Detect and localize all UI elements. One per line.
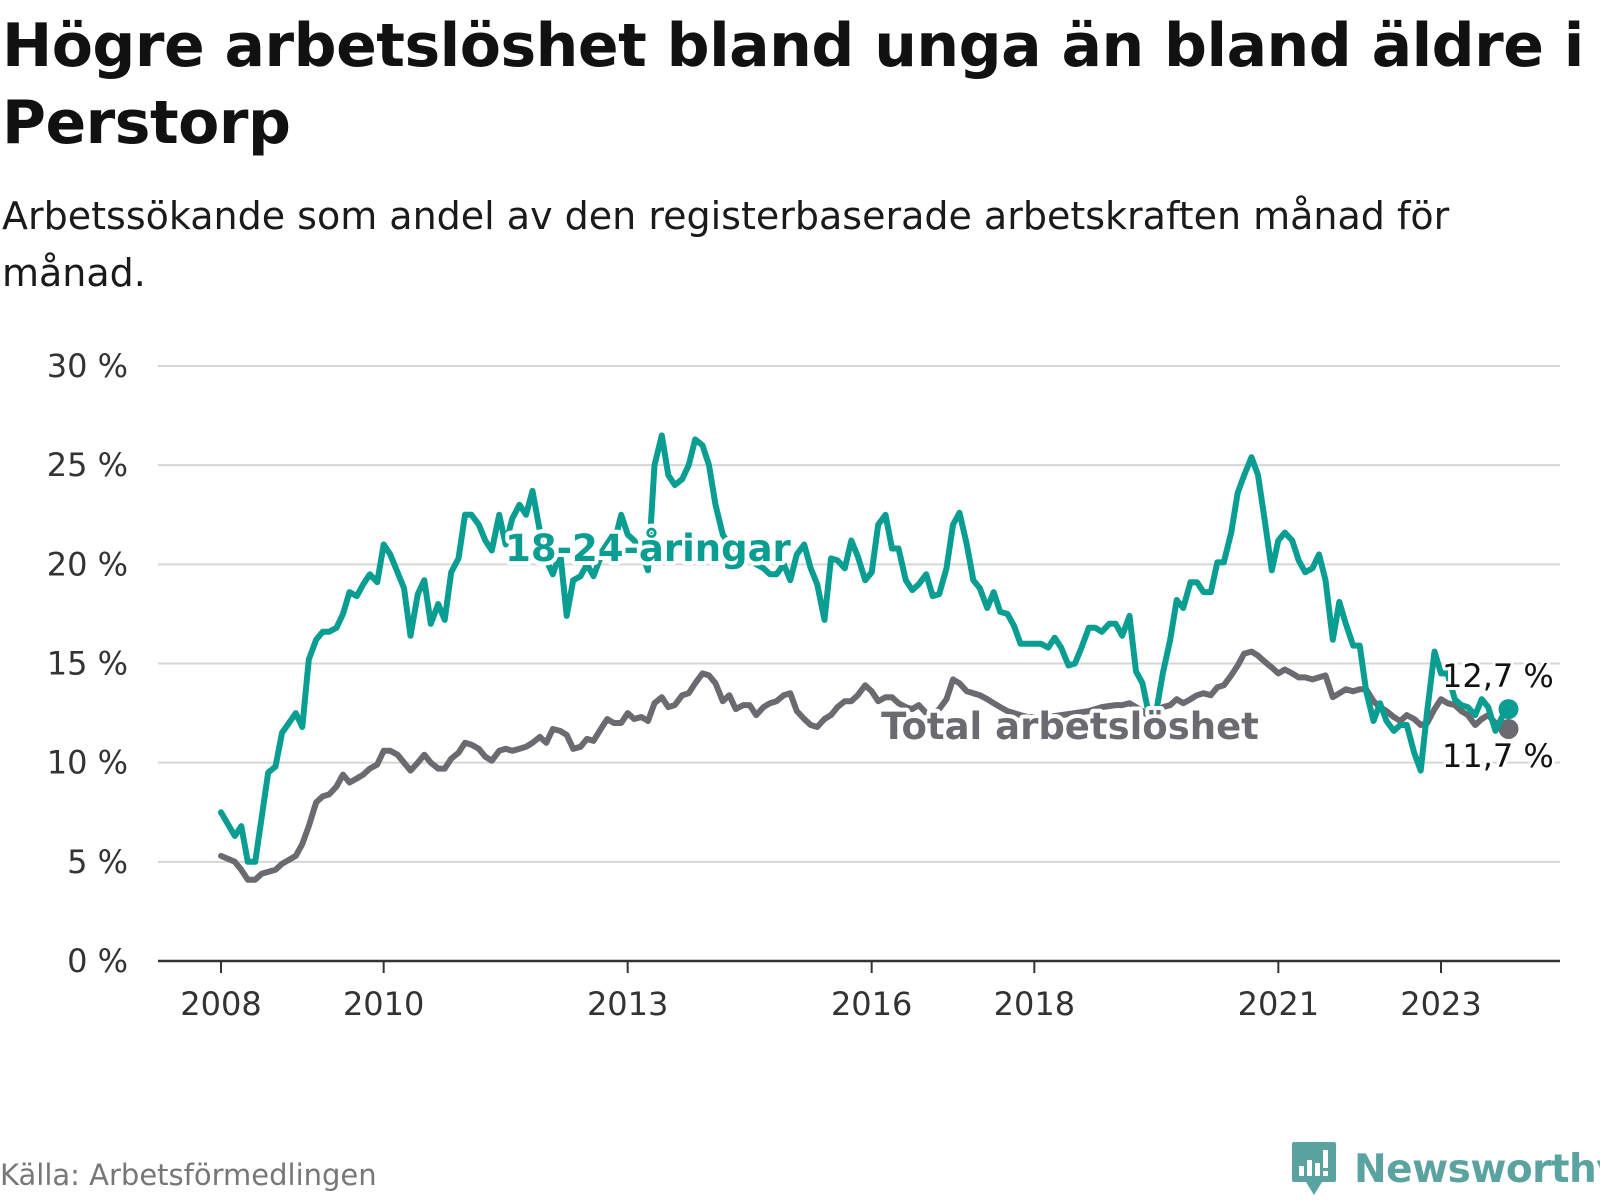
x-tick-label: 2018	[994, 985, 1075, 1023]
x-tick-label: 2021	[1238, 985, 1319, 1023]
y-tick-label: 5 %	[67, 843, 128, 881]
newsworthy-logo-text: Newsworthy	[1354, 1146, 1600, 1192]
gridlines	[158, 365, 1560, 863]
source-note: Källa: Arbetsförmedlingen	[0, 1158, 377, 1192]
total-end-marker	[1498, 718, 1519, 739]
youth-end-marker	[1498, 699, 1519, 720]
y-tick-label: 25 %	[47, 446, 128, 484]
x-axis: 2008 2010 2013 2016 2018 2021 2023	[158, 959, 1560, 1023]
x-tick-label: 2023	[1400, 985, 1481, 1023]
series-lines	[218, 432, 1519, 883]
x-tick-label: 2013	[587, 985, 668, 1023]
x-tick-label: 2016	[831, 985, 912, 1023]
line-chart: 0 %5 %10 %15 %20 %25 %30 % 2008 2010 2013 2…	[47, 347, 1560, 1023]
newsworthy-logo-icon	[1292, 1142, 1336, 1195]
x-tick-label: 2008	[180, 985, 261, 1023]
youth-series-line	[218, 432, 1512, 865]
chart-subtitle: Arbetssökande som andel av den registerb…	[2, 194, 1450, 295]
y-tick-label: 15 %	[47, 645, 128, 683]
youth-series-label: 18-24-åringar	[505, 527, 791, 570]
y-tick-label: 20 %	[47, 545, 128, 583]
y-tick-label: 0 %	[67, 942, 128, 980]
series-labels: 18-24-åringar Total arbetslöshet 12,7 % 11,…	[501, 523, 1557, 778]
chart-title: Högre arbetslöshet bland unga än bland ä…	[2, 11, 1584, 158]
total-end-value-label: 11,7 %	[1442, 737, 1554, 775]
y-tick-label: 10 %	[47, 744, 128, 782]
youth-end-value-label: 12,7 %	[1442, 657, 1554, 695]
total-series-label: Total arbetslöshet	[881, 705, 1259, 748]
y-tick-label: 30 %	[47, 347, 128, 385]
newsworthy-logo: Newsworthy	[1290, 1140, 1600, 1198]
x-tick-label: 2010	[343, 985, 424, 1023]
total-series-line	[218, 648, 1512, 883]
y-axis-ticks: 0 % 5 % 10 % 15 % 20 % 25 % 30 %	[47, 347, 128, 980]
